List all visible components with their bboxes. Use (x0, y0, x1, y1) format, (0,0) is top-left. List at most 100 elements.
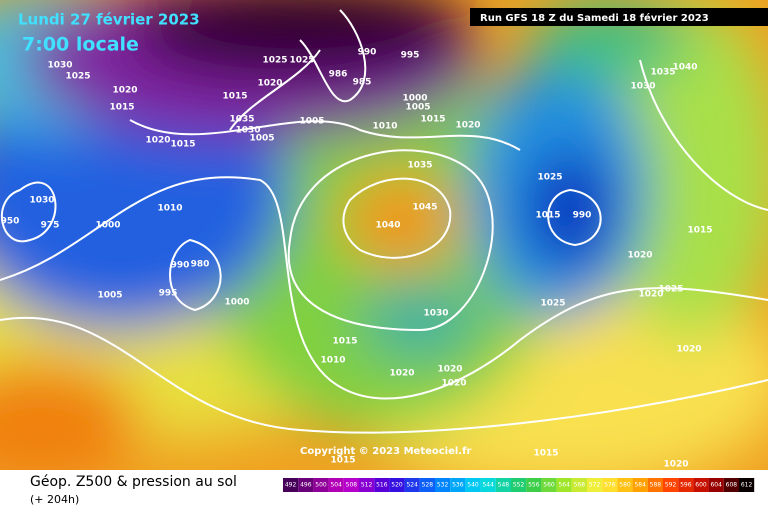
scale-label: 520 (391, 482, 403, 489)
isobar-label: 1025 (65, 72, 90, 82)
isobar-line (229, 49, 321, 131)
scale-label: 532 (437, 482, 449, 489)
isobar-label: 1010 (320, 356, 345, 366)
isobar-label: 1045 (412, 203, 437, 213)
isobar-line (299, 9, 367, 103)
isobar-label: 980 (191, 260, 210, 270)
isobar-label: 1020 (627, 251, 652, 261)
isobar-label: 1005 (97, 291, 122, 301)
scale-swatch (541, 478, 557, 492)
scale-label: 492 (285, 482, 297, 489)
isobar-label: 975 (41, 221, 60, 231)
scale-swatch (708, 478, 724, 492)
scale-swatch (647, 478, 663, 492)
isobar-label: 1015 (533, 449, 558, 459)
isobar-line (342, 177, 452, 259)
valid-time: 7:00 locale (22, 34, 139, 56)
isobar-label: 1020 (676, 345, 701, 355)
isobar-label: 1030 (423, 309, 448, 319)
scale-swatch (617, 478, 633, 492)
isobar-label: 1025 (658, 285, 683, 295)
isobar-label: 995 (159, 289, 178, 299)
isobar-label: 990 (358, 48, 377, 58)
isobar-line (287, 149, 494, 332)
isobar-label: 1005 (299, 117, 324, 127)
isobar-label: 1015 (109, 103, 134, 113)
scale-label: 580 (619, 482, 631, 489)
isobar-label: 1020 (389, 369, 414, 379)
scale-label: 552 (513, 482, 525, 489)
scale-label: 568 (574, 482, 586, 489)
isobar-label: 1035 (407, 161, 432, 171)
copyright: Copyright © 2023 Meteociel.fr (300, 446, 471, 457)
scale-swatch (419, 478, 435, 492)
isobar-line (129, 119, 521, 151)
isobar-label: 1020 (441, 379, 466, 389)
isobar-label: 1035 (650, 68, 675, 78)
isobar-label: 1030 (29, 196, 54, 206)
isobar-label: 1015 (332, 337, 357, 347)
isobar-label: 1020 (257, 79, 282, 89)
scale-label: 584 (634, 482, 646, 489)
scale-label: 504 (330, 482, 342, 489)
scale-label: 576 (604, 482, 616, 489)
scale-swatch (374, 478, 390, 492)
map-field (0, 0, 768, 470)
isobar-label: 1030 (235, 126, 260, 136)
isobar-line (1, 181, 57, 243)
scale-label: 560 (543, 482, 555, 489)
isobar-label: 1025 (540, 299, 565, 309)
scale-label: 592 (665, 482, 677, 489)
isobar-label: 1040 (375, 221, 400, 231)
isobar-label: 1025 (262, 56, 287, 66)
run-info: Run GFS 18 Z du Samedi 18 février 2023 (480, 12, 709, 24)
scale-label: 500 (315, 482, 327, 489)
isobar-label: 1015 (420, 115, 445, 125)
scale-swatch (359, 478, 375, 492)
scale-swatch (678, 478, 694, 492)
isobar-label: 1030 (47, 61, 72, 71)
scale-swatch (587, 478, 603, 492)
valid-date: Lundi 27 février 2023 (18, 11, 200, 29)
scale-swatch (693, 478, 709, 492)
scale-swatch (404, 478, 420, 492)
scale-label: 572 (589, 482, 601, 489)
isobar-label: 985 (353, 78, 372, 88)
scale-label: 512 (361, 482, 373, 489)
isobar-label: 995 (401, 51, 420, 61)
isobar-label: 1040 (672, 63, 697, 73)
isobar-label: 1020 (638, 290, 663, 300)
scale-swatch (571, 478, 587, 492)
scale-swatch (632, 478, 648, 492)
scale-label: 604 (710, 482, 722, 489)
scale-label: 556 (528, 482, 540, 489)
isobar-label: 1015 (687, 226, 712, 236)
isobar-label: 1015 (535, 211, 560, 221)
isobar-label: 1020 (455, 121, 480, 131)
scale-swatch (389, 478, 405, 492)
isobar-label: 1015 (222, 92, 247, 102)
scale-swatch (723, 478, 739, 492)
isobar-label: 1000 (95, 221, 120, 231)
scale-label: 608 (726, 482, 738, 489)
scale-swatch (450, 478, 466, 492)
scale-label: 524 (406, 482, 418, 489)
scale-swatch (556, 478, 572, 492)
scale-swatch (511, 478, 527, 492)
scale-label: 528 (422, 482, 434, 489)
scale-label: 612 (741, 482, 753, 489)
footer-lead: (+ 204h) (30, 493, 79, 506)
isobar-label: 986 (329, 70, 348, 80)
scale-label: 536 (452, 482, 464, 489)
isobar-label: 990 (171, 261, 190, 271)
scale-label: 544 (482, 482, 494, 489)
scale-swatch (328, 478, 344, 492)
scale-label: 588 (650, 482, 662, 489)
footer-title: Géop. Z500 & pression au sol (30, 474, 237, 490)
isobar-label: 950 (1, 217, 20, 227)
isobar-label: 990 (573, 211, 592, 221)
scale-swatch (343, 478, 359, 492)
isobar-label: 1030 (630, 82, 655, 92)
scale-swatch (298, 478, 314, 492)
